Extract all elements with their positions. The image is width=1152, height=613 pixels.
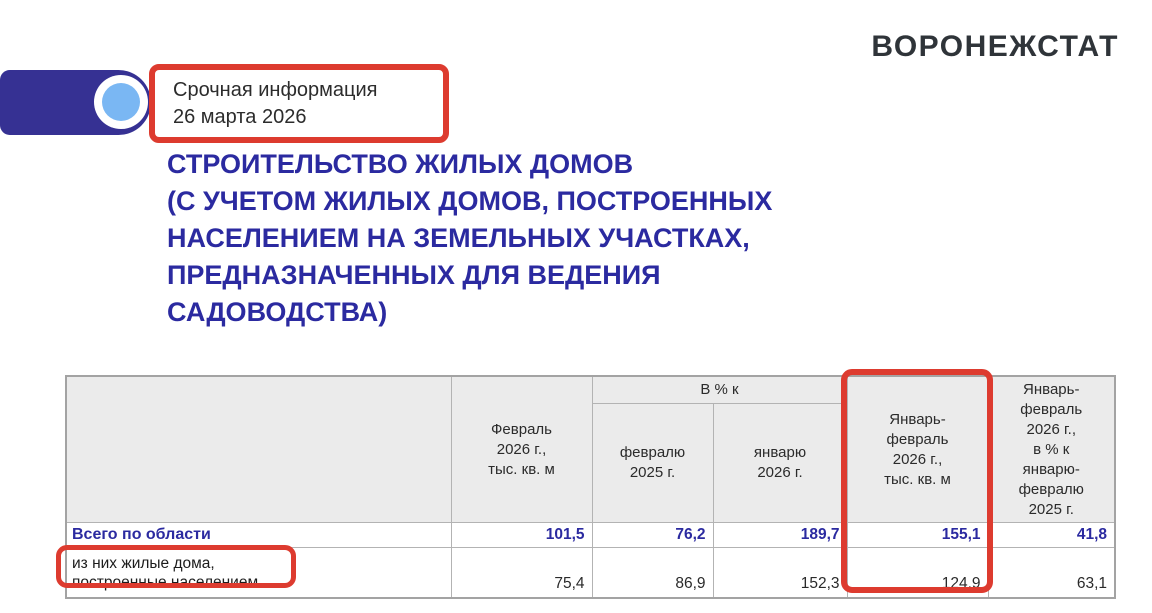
row-sub-janfeb-pct-value: 63,1 — [987, 547, 1116, 599]
row-sub-label: из них жилые дома, построенные население… — [65, 547, 452, 599]
row-total-pct-feb-value: 76,2 — [591, 522, 714, 548]
header-percent-jan-2026: январю 2026 г. — [712, 403, 848, 523]
row-sub-pct-feb-value: 86,9 — [591, 547, 714, 599]
table-row-population-built: из них жилые дома, построенные население… — [65, 547, 1116, 599]
row-sub-janfeb-value: 124,9 — [846, 547, 989, 599]
row-sub-feb-value: 75,4 — [450, 547, 593, 599]
logo-ring-icon — [94, 75, 148, 129]
row-total-pct-jan-value: 189,7 — [712, 522, 848, 548]
header-jan-feb-2026: Январь- февраль 2026 г., тыс. кв. м — [846, 375, 989, 523]
rosstat-logo — [0, 70, 151, 135]
urgent-info-annotation-box: Срочная информация 26 марта 2026 — [149, 64, 449, 143]
header-jan-feb-percent: Январь- февраль 2026 г., в % к январю- ф… — [987, 375, 1116, 523]
row-sub-pct-jan-value: 152,3 — [712, 547, 848, 599]
urgent-info-label: Срочная информация — [173, 78, 378, 101]
header-row-label-cell — [65, 375, 452, 523]
release-date: 26 марта 2026 — [173, 105, 307, 128]
row-total-janfeb-value: 155,1 — [846, 522, 989, 548]
header-february-2026: Февраль 2026 г., тыс. кв. м — [450, 375, 593, 523]
row-total-feb-value: 101,5 — [450, 522, 593, 548]
page-title: СТРОИТЕЛЬСТВО ЖИЛЫХ ДОМОВ (С УЧЕТОМ ЖИЛЫ… — [167, 149, 773, 327]
logo-dot-icon — [102, 83, 140, 121]
table-header-row-group: Февраль 2026 г., тыс. кв. м В % к Январь… — [65, 375, 1116, 523]
housing-construction-table: Февраль 2026 г., тыс. кв. м В % к Январь… — [65, 375, 1116, 599]
table-row-total: Всего по области 101,5 76,2 189,7 155,1 … — [65, 522, 1116, 548]
row-total-janfeb-pct-value: 41,8 — [987, 522, 1116, 548]
org-brand-title: ВОРОНЕЖСТАТ — [871, 30, 1119, 63]
table-header-subrow: февралю 2025 г. январю 2026 г. — [66, 403, 1115, 523]
header-percent-group: В % к — [591, 375, 848, 404]
header-percent-feb-2025: февралю 2025 г. — [591, 403, 714, 523]
row-total-label: Всего по области — [65, 522, 452, 548]
